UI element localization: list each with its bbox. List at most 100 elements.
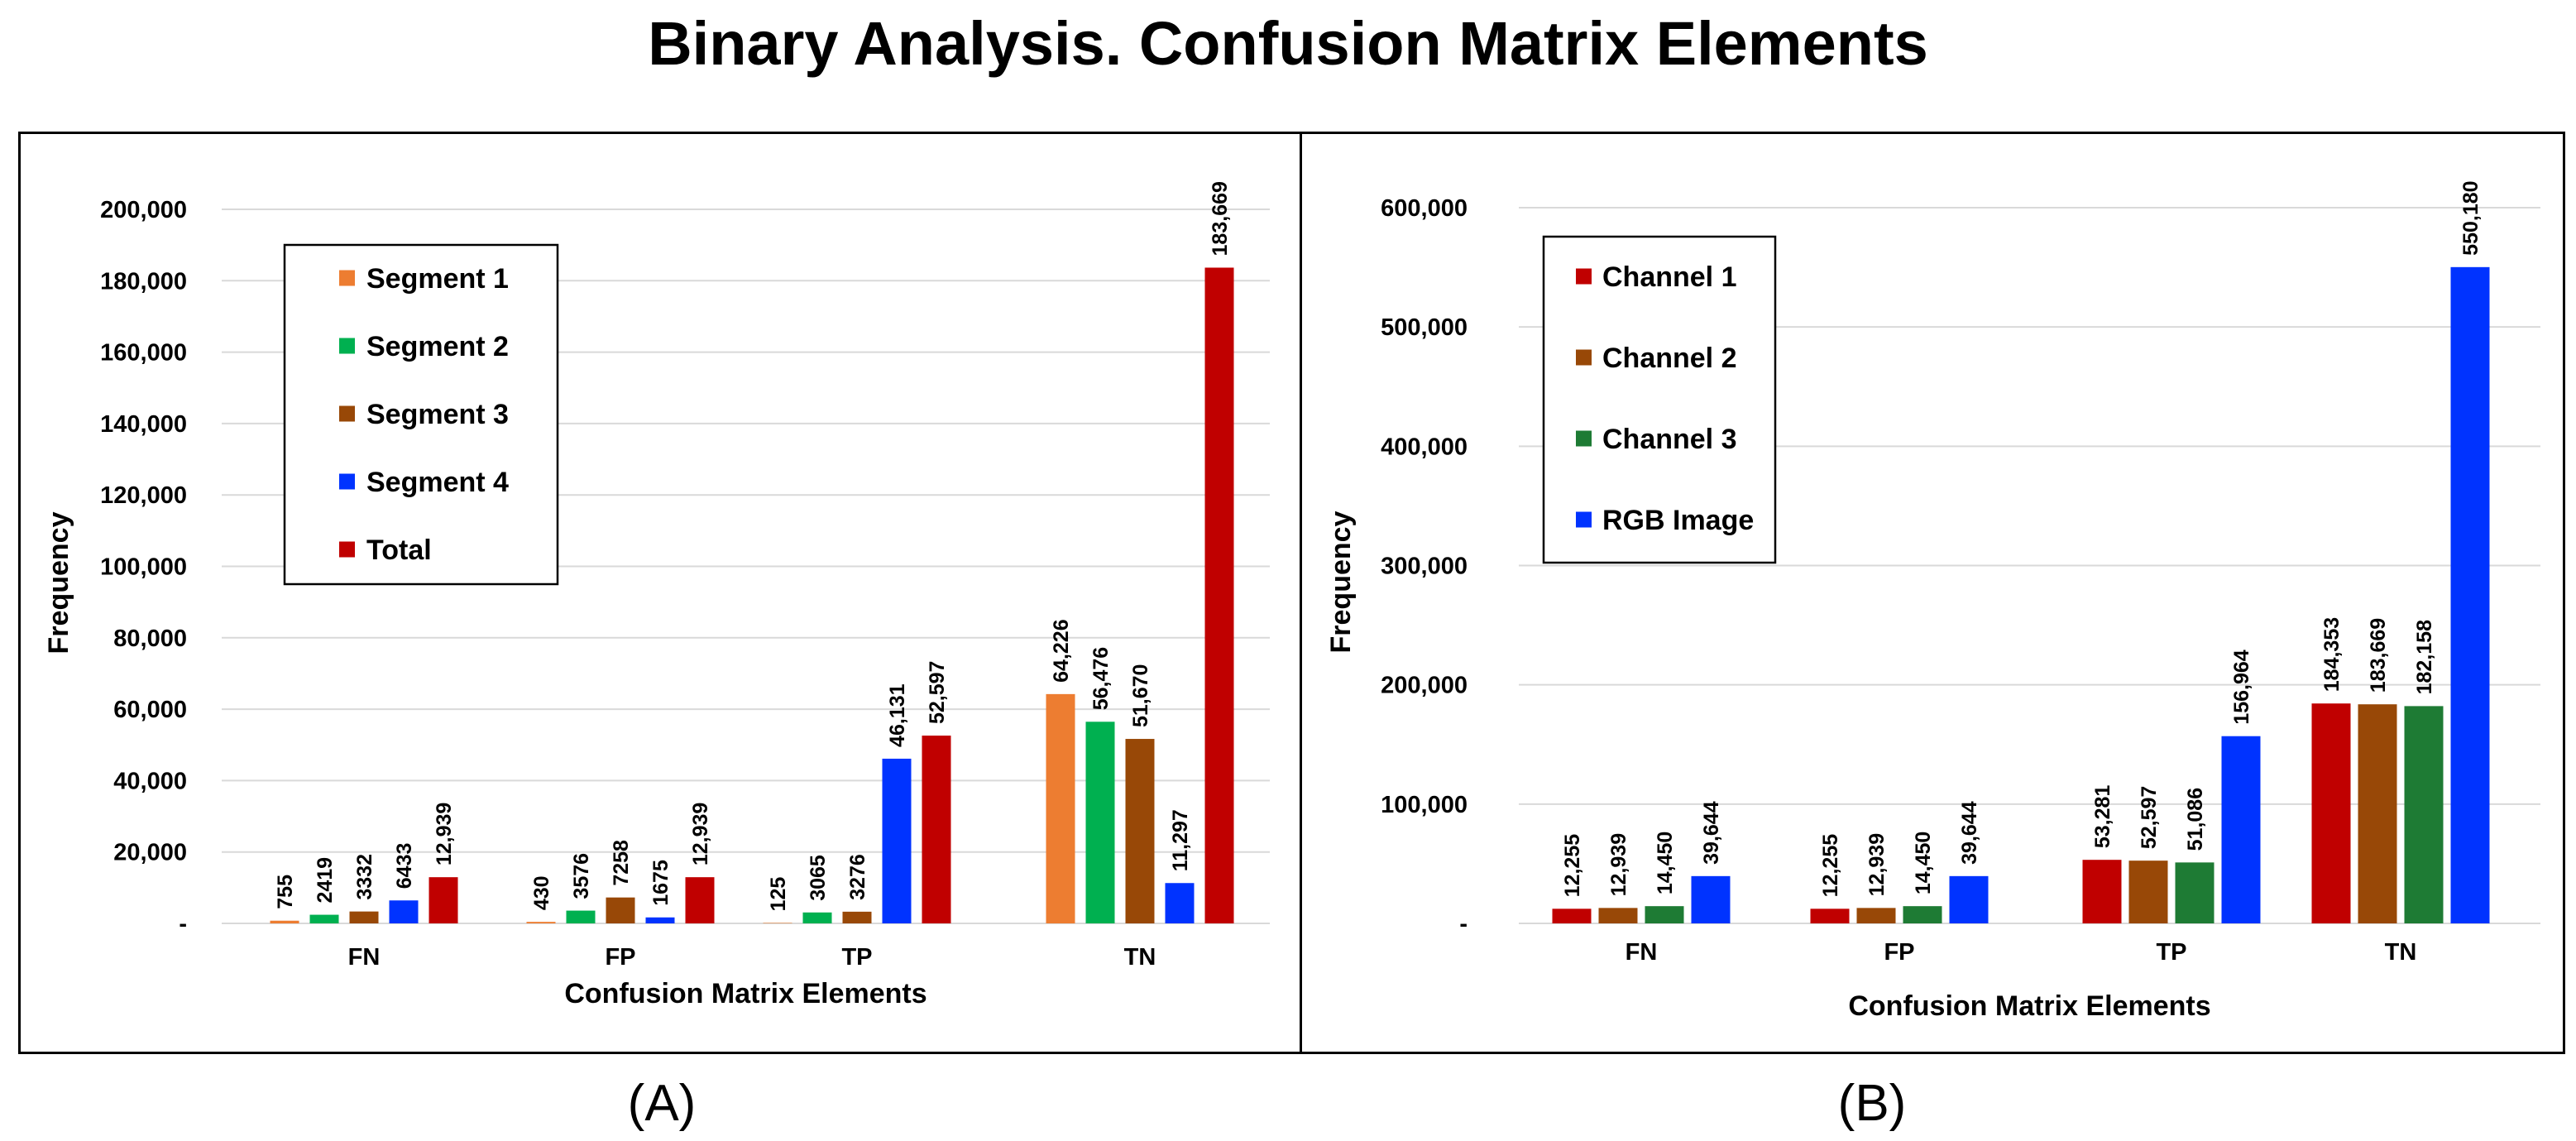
panel-label-a: (A) [627,1075,697,1132]
data-label-segment-4-fn: 6433 [393,843,416,889]
bar-segment-1-tn [1046,693,1075,923]
data-label-segment-4-tp: 46,131 [886,683,909,747]
data-label-segment-4-tn: 11,297 [1169,809,1192,871]
legend-swatch-segment-3 [339,405,355,422]
x-tick-label: TP [2156,939,2186,966]
bar-rgb-image-tn [2450,266,2490,923]
bar-segment-1-fp [526,922,556,923]
legend-swatch-rgb-image [1576,511,1592,528]
bar-segment-4-tp [882,758,912,923]
bar-channel-2-fn [1598,908,1638,923]
data-label-segment-2-tp: 3065 [807,855,830,901]
bar-channel-3-fp [1903,906,1942,923]
x-tick-label: FN [348,944,381,971]
data-label-channel-1-tp: 53,281 [2091,785,2114,849]
bar-segment-3-tp [842,911,872,923]
x-axis-title: Confusion Matrix Elements [1848,990,2210,1022]
bar-channel-1-fn [1552,908,1592,923]
data-label-channel-3-fn: 14,450 [1654,832,1677,894]
bar-segment-2-fp [566,910,596,923]
bar-channel-1-fp [1810,908,1850,923]
bar-channel-2-fp [1856,908,1896,923]
data-label-channel-3-tp: 51,086 [2184,788,2207,851]
legend-label-segment-2: Segment 2 [366,331,509,362]
data-label-segment-1-tp: 125 [767,877,790,912]
legend-label-segment-4: Segment 4 [366,467,509,498]
bar-channel-3-tp [2175,862,2214,923]
data-label-segment-1-tn: 64,226 [1050,619,1073,682]
data-label-total-tn: 183,669 [1209,181,1232,256]
data-label-segment-1-fn: 755 [274,875,297,909]
data-label-segment-1-fp: 430 [530,875,553,910]
data-label-segment-3-tp: 3276 [846,854,869,900]
y-tick-label: - [1459,911,1468,937]
data-label-segment-2-fp: 3576 [570,853,593,899]
data-label-segment-2-fn: 2419 [314,857,337,904]
data-label-segment-4-fp: 1675 [649,860,673,906]
bar-segment-2-tp [802,912,832,923]
data-label-channel-2-tn: 183,669 [2367,618,2390,693]
x-tick-label: TN [1124,944,1156,971]
legend [1542,235,1777,564]
y-axis-title: Frequency [43,511,74,654]
x-tick-label: TN [2385,939,2417,966]
legend-swatch-channel-2 [1576,349,1592,366]
data-label-channel-2-fp: 12,939 [1865,833,1889,896]
legend-label-segment-1: Segment 1 [366,263,509,295]
data-label-segment-3-tn: 51,670 [1129,664,1152,727]
data-label-channel-1-fp: 12,255 [1819,834,1842,898]
bar-total-tp [922,736,951,923]
chart-b: - 100,000 200,000 300,000 400,000 500,000 600,… [1325,180,2540,1022]
data-label-total-fp: 12,939 [689,803,712,865]
y-tick-label: 20,000 [113,840,187,866]
bar-segment-3-fp [606,897,635,923]
legend-swatch-channel-3 [1576,430,1592,447]
data-label-channel-2-fn: 12,939 [1607,833,1630,896]
bar-total-tn [1204,267,1234,923]
data-label-rgb-image-tn: 550,180 [2459,180,2483,255]
legend-swatch-total [339,541,355,558]
data-label-channel-1-tn: 184,353 [2320,617,2344,692]
bar-channel-2-tp [2128,861,2168,923]
legend-label-rgb-image: RGB Image [1602,505,1754,536]
y-tick-label: 100,000 [1381,792,1468,818]
bar-channel-1-tp [2082,860,2122,923]
legend-label-total: Total [366,535,432,566]
y-tick-label: 100,000 [100,554,187,581]
chart-a: - 20,000 40,000 60,000 80,000 100,000 120,000 1… [43,181,1270,1009]
bar-segment-4-fp [645,917,675,923]
bar-rgb-image-fp [1949,875,1989,923]
bar-segment-2-tn [1085,722,1115,923]
bar-segment-4-fn [389,900,419,923]
legend-label-segment-3: Segment 3 [366,399,509,430]
data-label-segment-2-tn: 56,476 [1089,647,1113,710]
bar-channel-1-tn [2311,703,2351,923]
y-tick-label: 200,000 [100,197,187,223]
data-label-rgb-image-fp: 39,644 [1958,801,1981,865]
bar-rgb-image-tp [2221,736,2261,923]
data-label-channel-1-fn: 12,255 [1561,834,1584,898]
data-label-segment-3-fp: 7258 [610,840,633,886]
y-tick-label: 180,000 [100,268,187,295]
legend-swatch-segment-2 [339,338,355,354]
data-label-channel-3-fp: 14,450 [1912,832,1935,894]
legend-label-channel-2: Channel 2 [1602,343,1736,374]
bar-total-fp [685,877,715,923]
y-tick-label: 140,000 [100,411,187,438]
x-axis-title: Confusion Matrix Elements [564,978,926,1009]
legend [283,243,559,586]
bar-segment-4-tn [1165,883,1195,923]
y-tick-label: 500,000 [1381,314,1468,341]
bar-segment-2-fn [309,914,339,923]
legend-swatch-segment-4 [339,473,355,490]
bar-rgb-image-fn [1691,875,1731,923]
data-label-total-tp: 52,597 [926,661,949,724]
y-tick-label: 80,000 [113,626,187,652]
data-label-channel-3-tn: 182,158 [2413,620,2436,694]
panel-label-b: (B) [1837,1075,1907,1132]
legend-swatch-segment-1 [339,270,355,286]
data-label-rgb-image-tp: 156,964 [2230,650,2253,724]
y-tick-label: 200,000 [1381,673,1468,699]
y-tick-label: 160,000 [100,340,187,367]
